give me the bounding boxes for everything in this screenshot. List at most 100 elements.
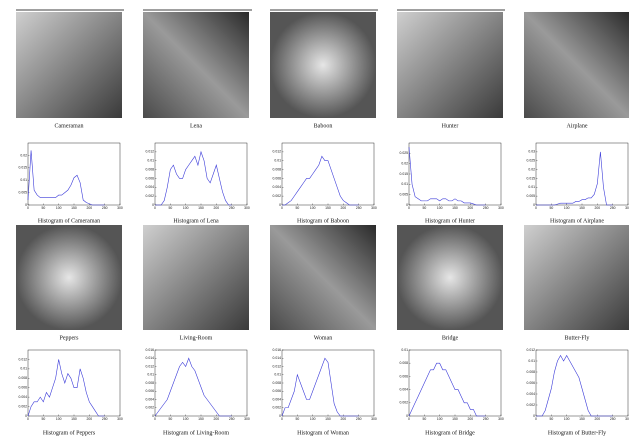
- y-tick-label: 0.008: [19, 376, 28, 380]
- y-tick-label: 0: [152, 203, 154, 207]
- plot-frame: [28, 143, 120, 205]
- histogram-line: [536, 356, 613, 417]
- photo: [16, 12, 122, 118]
- y-tick-label: 0.008: [273, 381, 282, 385]
- y-tick-label: 0.01: [20, 367, 27, 371]
- y-tick-label: 0.006: [273, 176, 282, 180]
- x-tick-label: 200: [594, 417, 600, 421]
- x-tick-label: 50: [295, 206, 299, 210]
- y-tick-label: 0.01: [401, 182, 408, 186]
- photo: [397, 225, 503, 330]
- y-tick-label: 0.01: [274, 159, 281, 163]
- y-tick-label: 0.012: [19, 357, 28, 361]
- x-tick-label: 150: [452, 417, 458, 421]
- histogram-caption: Histogram of Woman: [297, 429, 349, 436]
- x-tick-label: 50: [295, 417, 299, 421]
- y-tick-label: 0: [152, 414, 154, 418]
- x-tick-label: 250: [483, 206, 489, 210]
- x-tick-label: 300: [244, 417, 250, 421]
- photo: [524, 12, 629, 118]
- x-tick-label: 200: [213, 206, 219, 210]
- y-tick-label: 0: [406, 414, 408, 418]
- image-caption: Hunter: [442, 123, 459, 129]
- y-tick-label: 0.01: [147, 373, 154, 377]
- x-tick-label: 50: [422, 417, 426, 421]
- plot-frame: [409, 143, 501, 205]
- y-tick-label: 0.025: [400, 151, 409, 155]
- y-tick-label: 0.006: [273, 389, 282, 393]
- x-tick-label: 50: [422, 206, 426, 210]
- x-tick-label: 200: [340, 206, 346, 210]
- y-tick-label: 0.008: [273, 167, 282, 171]
- y-tick-label: 0.006: [146, 389, 155, 393]
- photo: [524, 225, 629, 330]
- image-caption: Woman: [314, 335, 333, 341]
- y-tick-label: 0.012: [273, 364, 282, 368]
- x-tick-label: 0: [154, 206, 156, 210]
- y-tick-label: 0.025: [527, 159, 536, 163]
- y-tick-label: 0.005: [19, 190, 28, 194]
- histogram-line: [155, 152, 232, 205]
- x-tick-label: 50: [549, 417, 553, 421]
- histogram-line: [409, 363, 486, 416]
- y-tick-label: 0.008: [146, 381, 155, 385]
- y-tick-label: 0.016: [146, 348, 155, 352]
- x-tick-label: 200: [467, 417, 473, 421]
- y-tick-label: 0.01: [401, 348, 408, 352]
- photo: [270, 12, 376, 118]
- y-tick-label: 0.014: [273, 356, 282, 360]
- image-caption: Bridge: [442, 335, 459, 341]
- x-tick-label: 200: [340, 417, 346, 421]
- y-tick-label: 0.02: [401, 162, 408, 166]
- histogram-caption: Histogram of Lena: [173, 217, 219, 224]
- x-tick-label: 0: [408, 206, 410, 210]
- y-tick-label: 0.002: [146, 406, 155, 410]
- histogram-caption: Histogram of Peppers: [43, 429, 96, 436]
- y-tick-label: 0.002: [400, 401, 409, 405]
- x-tick-label: 200: [594, 206, 600, 210]
- page: Cameraman 0 50 100 150 200 250 300 0 0.005 0.01 0.0…: [0, 0, 629, 436]
- x-tick-label: 250: [610, 417, 616, 421]
- x-tick-label: 150: [71, 206, 77, 210]
- plot-frame: [536, 143, 628, 205]
- x-tick-label: 200: [213, 417, 219, 421]
- x-tick-label: 250: [610, 206, 616, 210]
- y-tick-label: 0: [279, 414, 281, 418]
- x-tick-label: 200: [86, 417, 92, 421]
- x-tick-label: 250: [102, 206, 108, 210]
- photo: [270, 225, 376, 330]
- x-tick-label: 300: [625, 417, 629, 421]
- x-tick-label: 100: [437, 417, 443, 421]
- x-tick-label: 0: [27, 417, 29, 421]
- y-tick-label: 0.002: [527, 403, 536, 407]
- x-tick-label: 250: [102, 417, 108, 421]
- image-caption: Airplane: [567, 123, 588, 129]
- x-tick-label: 0: [535, 417, 537, 421]
- y-tick-label: 0.02: [528, 167, 535, 171]
- y-tick-label: 0.008: [527, 370, 536, 374]
- x-tick-label: 300: [371, 417, 377, 421]
- x-tick-label: 300: [625, 206, 629, 210]
- y-tick-label: 0.008: [146, 167, 155, 171]
- x-tick-label: 150: [452, 206, 458, 210]
- y-tick-label: 0.01: [274, 373, 281, 377]
- histogram-caption: Histogram of Baboon: [297, 217, 349, 224]
- x-tick-label: 200: [467, 206, 473, 210]
- x-tick-label: 300: [117, 417, 123, 421]
- x-tick-label: 250: [229, 206, 235, 210]
- x-tick-label: 250: [229, 417, 235, 421]
- y-tick-label: 0.016: [273, 348, 282, 352]
- histogram-caption: Histogram of Butter-Fly: [548, 429, 606, 436]
- plot-frame: [155, 350, 247, 416]
- image-caption: Cameraman: [55, 123, 84, 129]
- histogram-line: [155, 358, 232, 416]
- plot-frame: [282, 143, 374, 205]
- y-tick-label: 0: [406, 203, 408, 207]
- x-tick-label: 300: [371, 206, 377, 210]
- y-tick-label: 0: [533, 203, 535, 207]
- x-tick-label: 0: [27, 206, 29, 210]
- y-tick-label: 0.006: [527, 381, 536, 385]
- photo: [143, 12, 249, 118]
- image-caption: Living-Room: [180, 335, 213, 341]
- photo: [397, 12, 503, 118]
